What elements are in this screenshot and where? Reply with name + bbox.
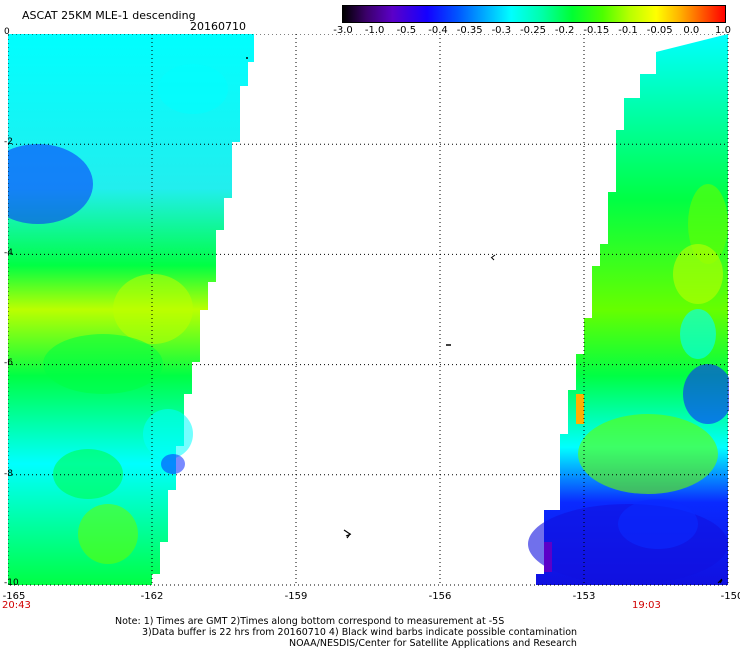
footer-line-2: 3)Data buffer is 22 hrs from 20160710 4)… [142, 627, 578, 638]
latitude-label: -6 [4, 358, 13, 369]
footer-line-1: Note: 1) Times are GMT 2)Times along bot… [115, 616, 505, 627]
field-texture [8, 144, 93, 224]
field-texture [43, 334, 163, 394]
color-scale-tick-label: -0.05 [646, 25, 673, 36]
field-texture [576, 394, 584, 424]
map-date: 20160710 [190, 20, 246, 33]
swath-map [8, 34, 729, 586]
data-swaths [8, 34, 729, 585]
color-scale-bar [342, 5, 726, 23]
color-scale-tick-label: -3.0 [333, 25, 353, 36]
latitude-label: -8 [4, 468, 13, 479]
field-texture [578, 414, 718, 494]
latitude-label: -10 [4, 578, 19, 588]
color-scale-tick-label: -0.2 [554, 25, 575, 36]
field-texture [544, 542, 552, 572]
longitude-label: -150 [720, 591, 740, 602]
color-scale-tick-label: 1.0 [715, 25, 731, 36]
color-scale-tick-label: 0.0 [683, 25, 700, 36]
latitude-label: 0 [4, 27, 10, 37]
color-scale-tick-label: -0.35 [456, 25, 483, 36]
color-scale-tick-label: -0.25 [520, 25, 546, 36]
field-texture [161, 454, 185, 474]
field-texture [53, 449, 123, 499]
longitude-label: -159 [284, 591, 308, 602]
wind-barb-mark [717, 578, 723, 584]
latitude-label: -2 [4, 137, 13, 148]
map-title: ASCAT 25KM MLE-1 descending [22, 9, 196, 22]
field-texture [143, 409, 193, 459]
latitude-label: -4 [4, 247, 13, 258]
longitude-label: -153 [572, 591, 596, 602]
map-gridlines [8, 34, 728, 585]
left-time-label: 20:43 [2, 600, 31, 611]
color-scale-tick-label: -0.3 [491, 25, 512, 36]
color-scale-tick-label: -0.4 [428, 25, 448, 36]
field-texture [683, 364, 729, 424]
color-scale-tick-label: -1.0 [364, 25, 385, 36]
longitude-label: -156 [428, 591, 452, 602]
footer-notes: Note: 1) Times are GMT 2)Times along bot… [115, 616, 577, 649]
color-scale-tick-label: -0.1 [618, 25, 638, 36]
field-texture [113, 274, 193, 344]
field-texture [673, 244, 723, 304]
color-scale-tick-label: -0.15 [583, 25, 610, 36]
footer-line-3: NOAA/NESDIS/Center for Satellite Applica… [289, 638, 577, 649]
wind-barb-mark [343, 529, 352, 539]
field-texture [680, 309, 716, 359]
wind-barb-marks [246, 57, 723, 584]
right-time-label: 19:03 [632, 600, 661, 611]
field-texture [78, 504, 138, 564]
longitude-label: -162 [140, 591, 164, 602]
longitude-label: -165 [2, 591, 26, 602]
wind-barb-mark [490, 254, 496, 261]
field-texture [618, 499, 698, 549]
field-texture [158, 64, 228, 114]
color-scale-tick-label: -0.5 [396, 25, 417, 36]
